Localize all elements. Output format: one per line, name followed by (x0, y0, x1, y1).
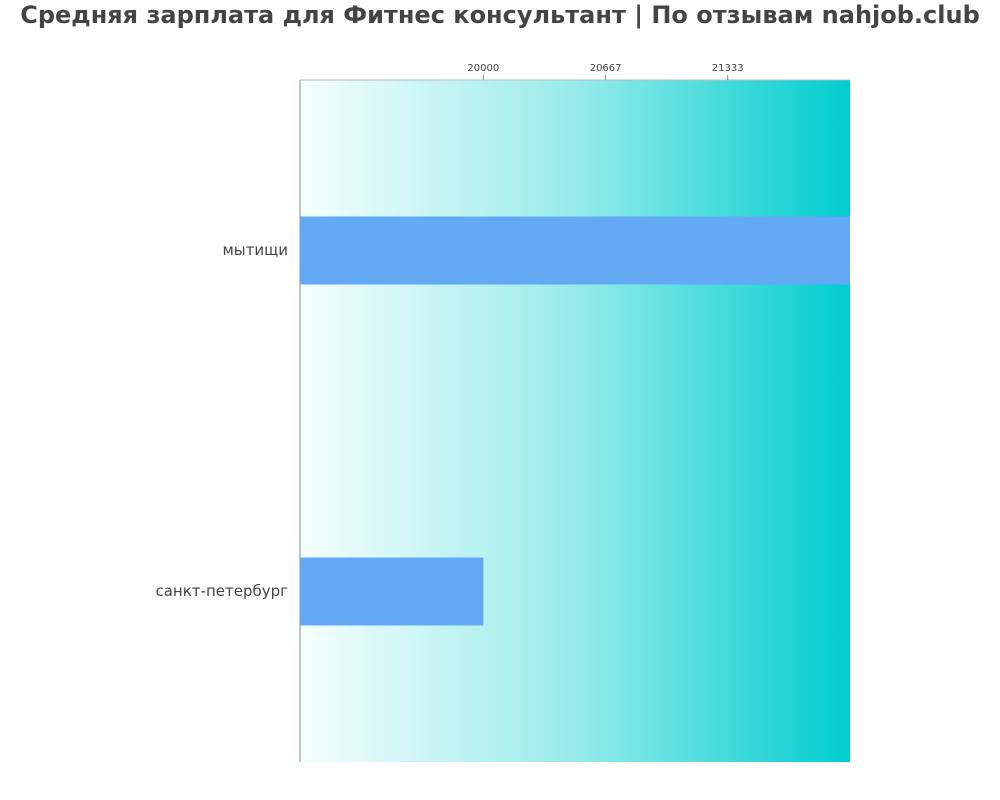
plot-background (300, 80, 850, 762)
bar (300, 216, 850, 285)
chart-title: Средняя зарплата для Фитнес консультант … (20, 1, 980, 29)
x-tick-label: 21333 (712, 63, 744, 74)
x-tick-label: 20000 (467, 63, 499, 74)
bar (300, 557, 484, 626)
y-tick-label: мытищи (222, 241, 288, 259)
y-tick-label: санкт-петербург (155, 582, 288, 600)
x-tick-label: 20667 (590, 63, 622, 74)
